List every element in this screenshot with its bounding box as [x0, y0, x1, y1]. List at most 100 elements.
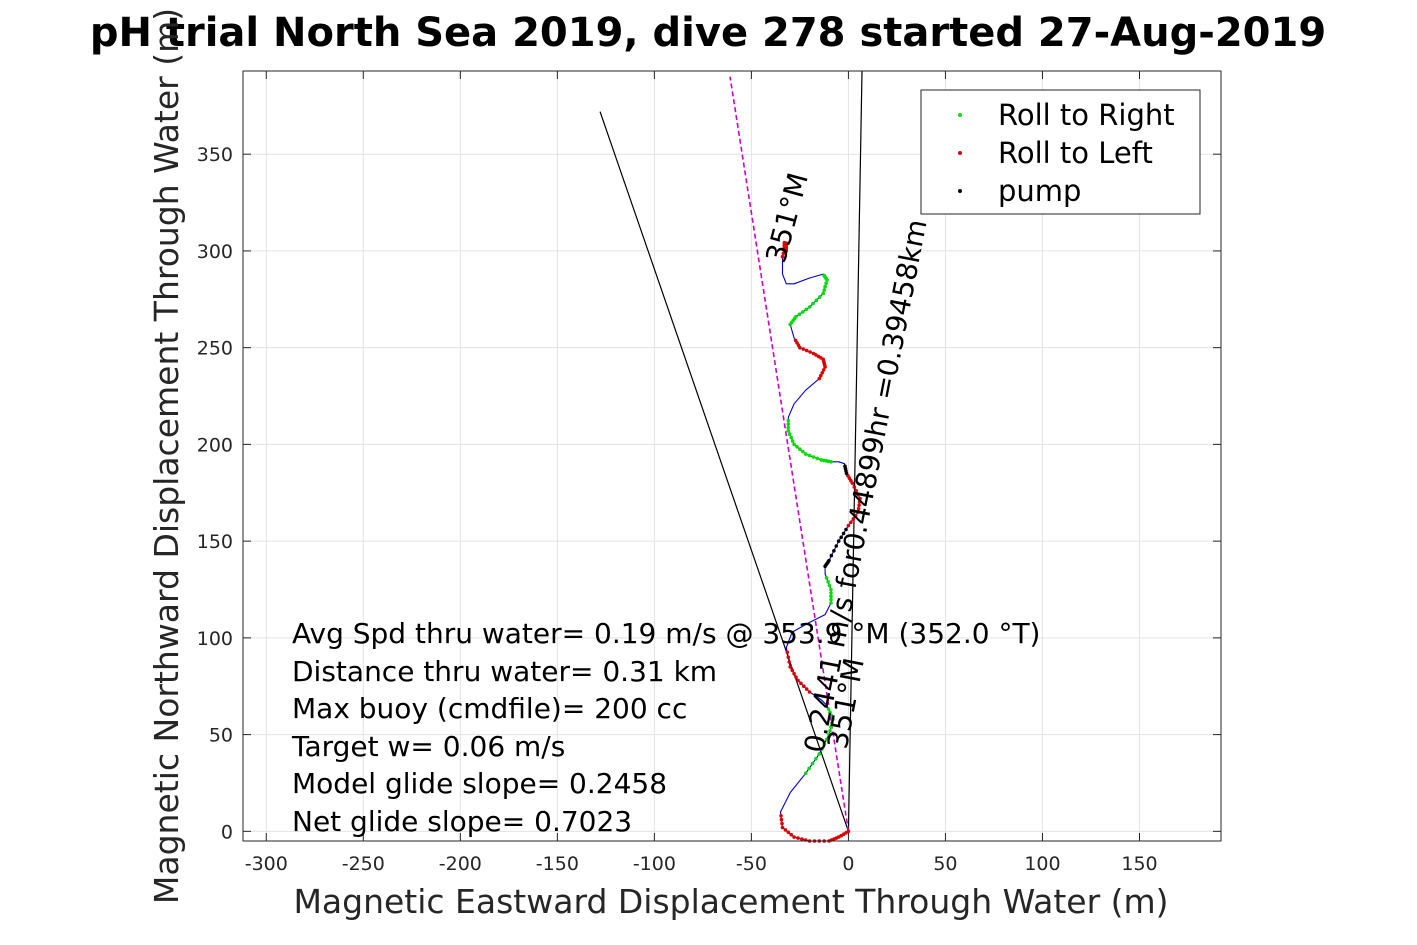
stats-block: Avg Spd thru water= 0.19 m/s @ 353.9 °M … [291, 617, 1040, 838]
roll-right-marker [786, 422, 791, 426]
roll-right-marker [786, 425, 791, 430]
roll-right-marker [824, 576, 829, 580]
pump-marker [836, 539, 841, 543]
roll-left-marker [856, 492, 860, 497]
roll-left-marker [801, 347, 806, 351]
pump-marker [841, 531, 846, 536]
roll-right-marker [790, 439, 795, 443]
roll-left-marker [779, 814, 783, 818]
roll-right-marker [829, 725, 833, 729]
roll-left-marker [779, 817, 784, 822]
x-axis-label: Magnetic Eastward Displacement Through W… [293, 882, 1168, 921]
roll-left-marker [796, 678, 800, 683]
track-group [779, 240, 862, 843]
roll-left-marker [786, 655, 791, 659]
roll-left-marker [788, 665, 792, 669]
roll-right-marker [801, 310, 805, 314]
x-tick-label: -250 [342, 853, 385, 875]
roll-left-marker [789, 832, 793, 837]
roll-right-marker [822, 288, 826, 292]
roll-right-marker [828, 728, 832, 733]
x-tick-label: 0 [842, 853, 854, 875]
roll-right-marker [795, 445, 799, 449]
x-tick-label: -100 [633, 853, 676, 875]
roll-left-marker [782, 240, 787, 245]
roll-right-marker [797, 312, 802, 317]
x-tick-label: -150 [536, 853, 579, 875]
reference-line-1 [847, 70, 863, 832]
roll-right-marker [807, 305, 812, 309]
roll-right-marker [822, 742, 826, 747]
plot-frame [242, 70, 1222, 842]
roll-right-marker [807, 453, 812, 458]
roll-right-marker [803, 771, 808, 776]
roll-right-marker [829, 597, 833, 602]
roll-right-marker [807, 766, 811, 771]
roll-left-marker [780, 254, 785, 259]
x-tick-label: 100 [1024, 853, 1060, 875]
roll-right-marker [829, 591, 833, 595]
stat-model-glide: Model glide slope= 0.2458 [292, 767, 667, 800]
roll-right-marker [826, 707, 831, 711]
roll-right-marker [822, 273, 826, 278]
roll-left-marker [793, 338, 798, 343]
reference-line-0 [599, 111, 849, 832]
roll-left-marker [787, 660, 791, 664]
pump-marker [844, 527, 848, 532]
y-tick-label: 0 [221, 821, 233, 843]
roll-right-marker [817, 752, 822, 756]
legend-marker-roll-right [958, 113, 962, 117]
roll-right-marker [792, 442, 796, 447]
roll-right-marker [828, 710, 832, 715]
roll-left-marker [856, 510, 860, 514]
roll-right-marker [786, 418, 791, 423]
roll-right-marker [826, 580, 830, 584]
roll-left-marker [853, 513, 858, 518]
roll-right-marker [814, 298, 819, 303]
roll-left-marker [781, 251, 786, 256]
roll-left-marker [854, 489, 858, 493]
roll-left-marker [804, 348, 809, 353]
pump-marker [839, 535, 843, 540]
roll-left-marker [811, 351, 816, 356]
roll-left-marker [802, 684, 806, 688]
roll-left-marker [783, 828, 788, 832]
legend-marker-pump [958, 189, 962, 193]
roll-right-marker [804, 307, 808, 312]
roll-left-marker [858, 496, 862, 501]
roll-left-marker [785, 650, 790, 655]
x-tick-label: -50 [736, 853, 767, 875]
roll-right-marker [829, 587, 833, 592]
roll-left-marker [780, 821, 784, 826]
roll-left-marker [800, 837, 804, 841]
y-tick-label: 50 [209, 725, 233, 747]
roll-right-marker [829, 594, 833, 599]
pump-marker [827, 558, 831, 563]
roll-left-marker [819, 373, 823, 378]
roll-right-marker [798, 447, 802, 452]
roll-left-marker [807, 690, 812, 694]
stat-avg-speed: Avg Spd thru water= 0.19 m/s @ 353.9 °M … [292, 617, 1040, 650]
roll-right-marker [819, 747, 824, 751]
axis-ticks: -300 -250 -200 -150 -100 -50 0 50 100 150 0 50 100 15… [197, 71, 1221, 875]
roll-right-marker [824, 737, 829, 742]
y-tick-label: 300 [197, 241, 233, 263]
roll-left-marker [846, 523, 851, 528]
roll-left-marker [849, 520, 853, 525]
roll-left-marker [817, 376, 822, 381]
y-tick-label: 200 [197, 434, 233, 456]
roll-right-marker [821, 291, 825, 296]
roll-right-marker [811, 455, 816, 459]
roll-left-marker [792, 671, 796, 676]
roll-left-marker [856, 506, 861, 511]
legend-marker-roll-left [958, 151, 962, 155]
roll-right-marker [789, 435, 793, 440]
roll-left-marker [794, 675, 798, 679]
roll-right-marker [787, 432, 792, 437]
roll-left-marker [852, 485, 857, 489]
roll-right-marker [829, 713, 834, 718]
roll-left-marker [786, 830, 791, 835]
roll-right-marker [818, 295, 822, 299]
roll-left-marker [820, 371, 824, 375]
